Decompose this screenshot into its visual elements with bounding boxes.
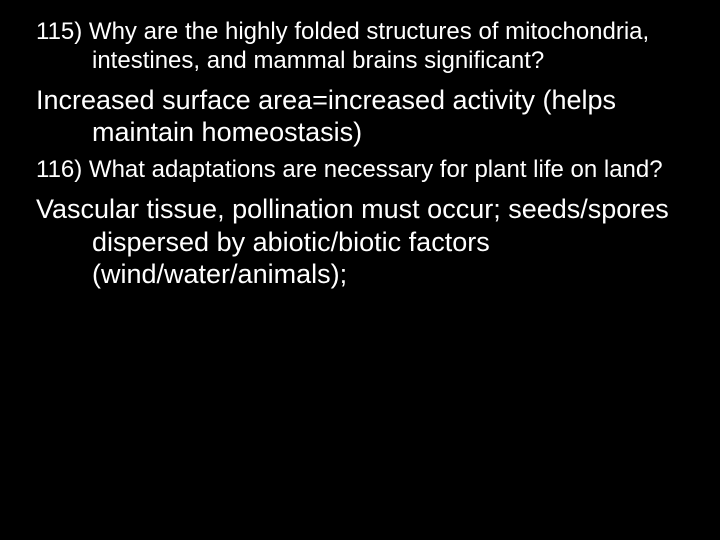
answer-116: Vascular tissue, pollination must occur;… [36, 193, 684, 290]
slide: 115) Why are the highly folded structure… [0, 0, 720, 540]
question-116: 116) What adaptations are necessary for … [36, 156, 684, 185]
answer-115: Increased surface area=increased activit… [36, 84, 684, 149]
question-115: 115) Why are the highly folded structure… [36, 18, 684, 76]
